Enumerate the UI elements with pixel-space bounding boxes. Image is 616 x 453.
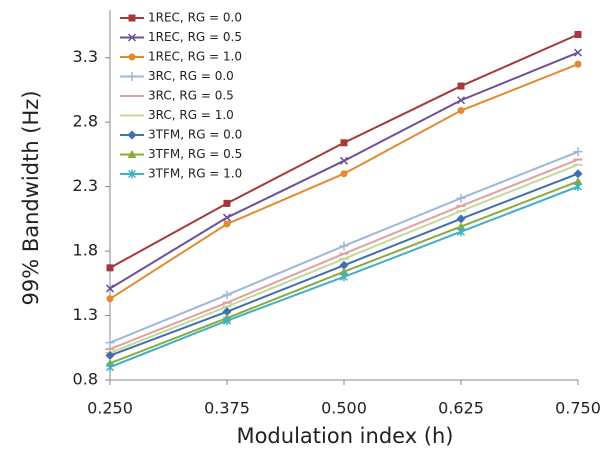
marker xyxy=(127,130,137,140)
marker xyxy=(222,213,232,222)
marker xyxy=(456,222,466,231)
marker xyxy=(573,147,583,157)
marker xyxy=(128,14,136,22)
x-axis-label: Modulation index (h) xyxy=(236,424,453,448)
legend-label: 1REC, RG = 0.5 xyxy=(148,30,242,44)
y-tick-label: 2.8 xyxy=(73,112,98,131)
y-axis-label: 99% Bandwidth (Hz) xyxy=(19,90,43,305)
marker xyxy=(457,107,465,115)
marker xyxy=(222,307,232,317)
y-tick-label: 1.3 xyxy=(73,305,98,324)
marker xyxy=(106,295,114,303)
marker xyxy=(339,241,349,251)
marker xyxy=(339,272,349,282)
marker xyxy=(127,33,137,42)
marker xyxy=(223,199,231,207)
marker xyxy=(457,82,465,90)
marker xyxy=(106,264,114,272)
marker xyxy=(127,150,137,158)
x-tick-label: 0.250 xyxy=(87,399,133,418)
x-tick-label: 0.625 xyxy=(438,399,484,418)
marker xyxy=(456,193,466,203)
marker xyxy=(339,156,349,165)
legend-label: 1REC, RG = 1.0 xyxy=(148,50,242,64)
legend-label: 1REC, RG = 0.0 xyxy=(148,11,242,25)
marker xyxy=(340,139,348,147)
marker xyxy=(456,227,466,237)
marker xyxy=(340,170,348,178)
legend-label: 3RC, RG = 1.0 xyxy=(148,108,234,122)
marker xyxy=(339,260,349,270)
x-tick-label: 0.750 xyxy=(555,399,601,418)
marker xyxy=(105,351,115,361)
y-tick-label: 1.8 xyxy=(73,241,98,260)
marker xyxy=(573,182,583,192)
marker xyxy=(573,48,583,57)
marker xyxy=(128,53,136,61)
marker xyxy=(456,214,466,224)
marker xyxy=(456,96,466,105)
y-tick-label: 0.8 xyxy=(73,370,98,389)
marker xyxy=(105,338,115,348)
legend-label: 3TFM, RG = 1.0 xyxy=(148,167,242,181)
marker xyxy=(127,72,137,81)
marker xyxy=(574,30,582,38)
y-tick-label: 3.3 xyxy=(73,47,98,66)
y-tick-label: 2.3 xyxy=(73,176,98,195)
x-tick-label: 0.500 xyxy=(321,399,367,418)
marker xyxy=(339,267,349,276)
legend-label: 3TFM, RG = 0.5 xyxy=(148,147,242,161)
marker xyxy=(573,169,583,179)
legend-label: 3RC, RG = 0.5 xyxy=(148,89,234,103)
x-tick-label: 0.375 xyxy=(204,399,250,418)
marker xyxy=(222,316,232,326)
marker xyxy=(573,176,583,185)
marker xyxy=(574,60,582,68)
legend-label: 3TFM, RG = 0.0 xyxy=(148,128,242,142)
marker xyxy=(223,220,231,228)
marker xyxy=(105,284,115,293)
marker xyxy=(127,169,137,179)
marker xyxy=(105,362,115,372)
legend-label: 3RC, RG = 0.0 xyxy=(148,69,234,83)
marker xyxy=(222,290,232,300)
